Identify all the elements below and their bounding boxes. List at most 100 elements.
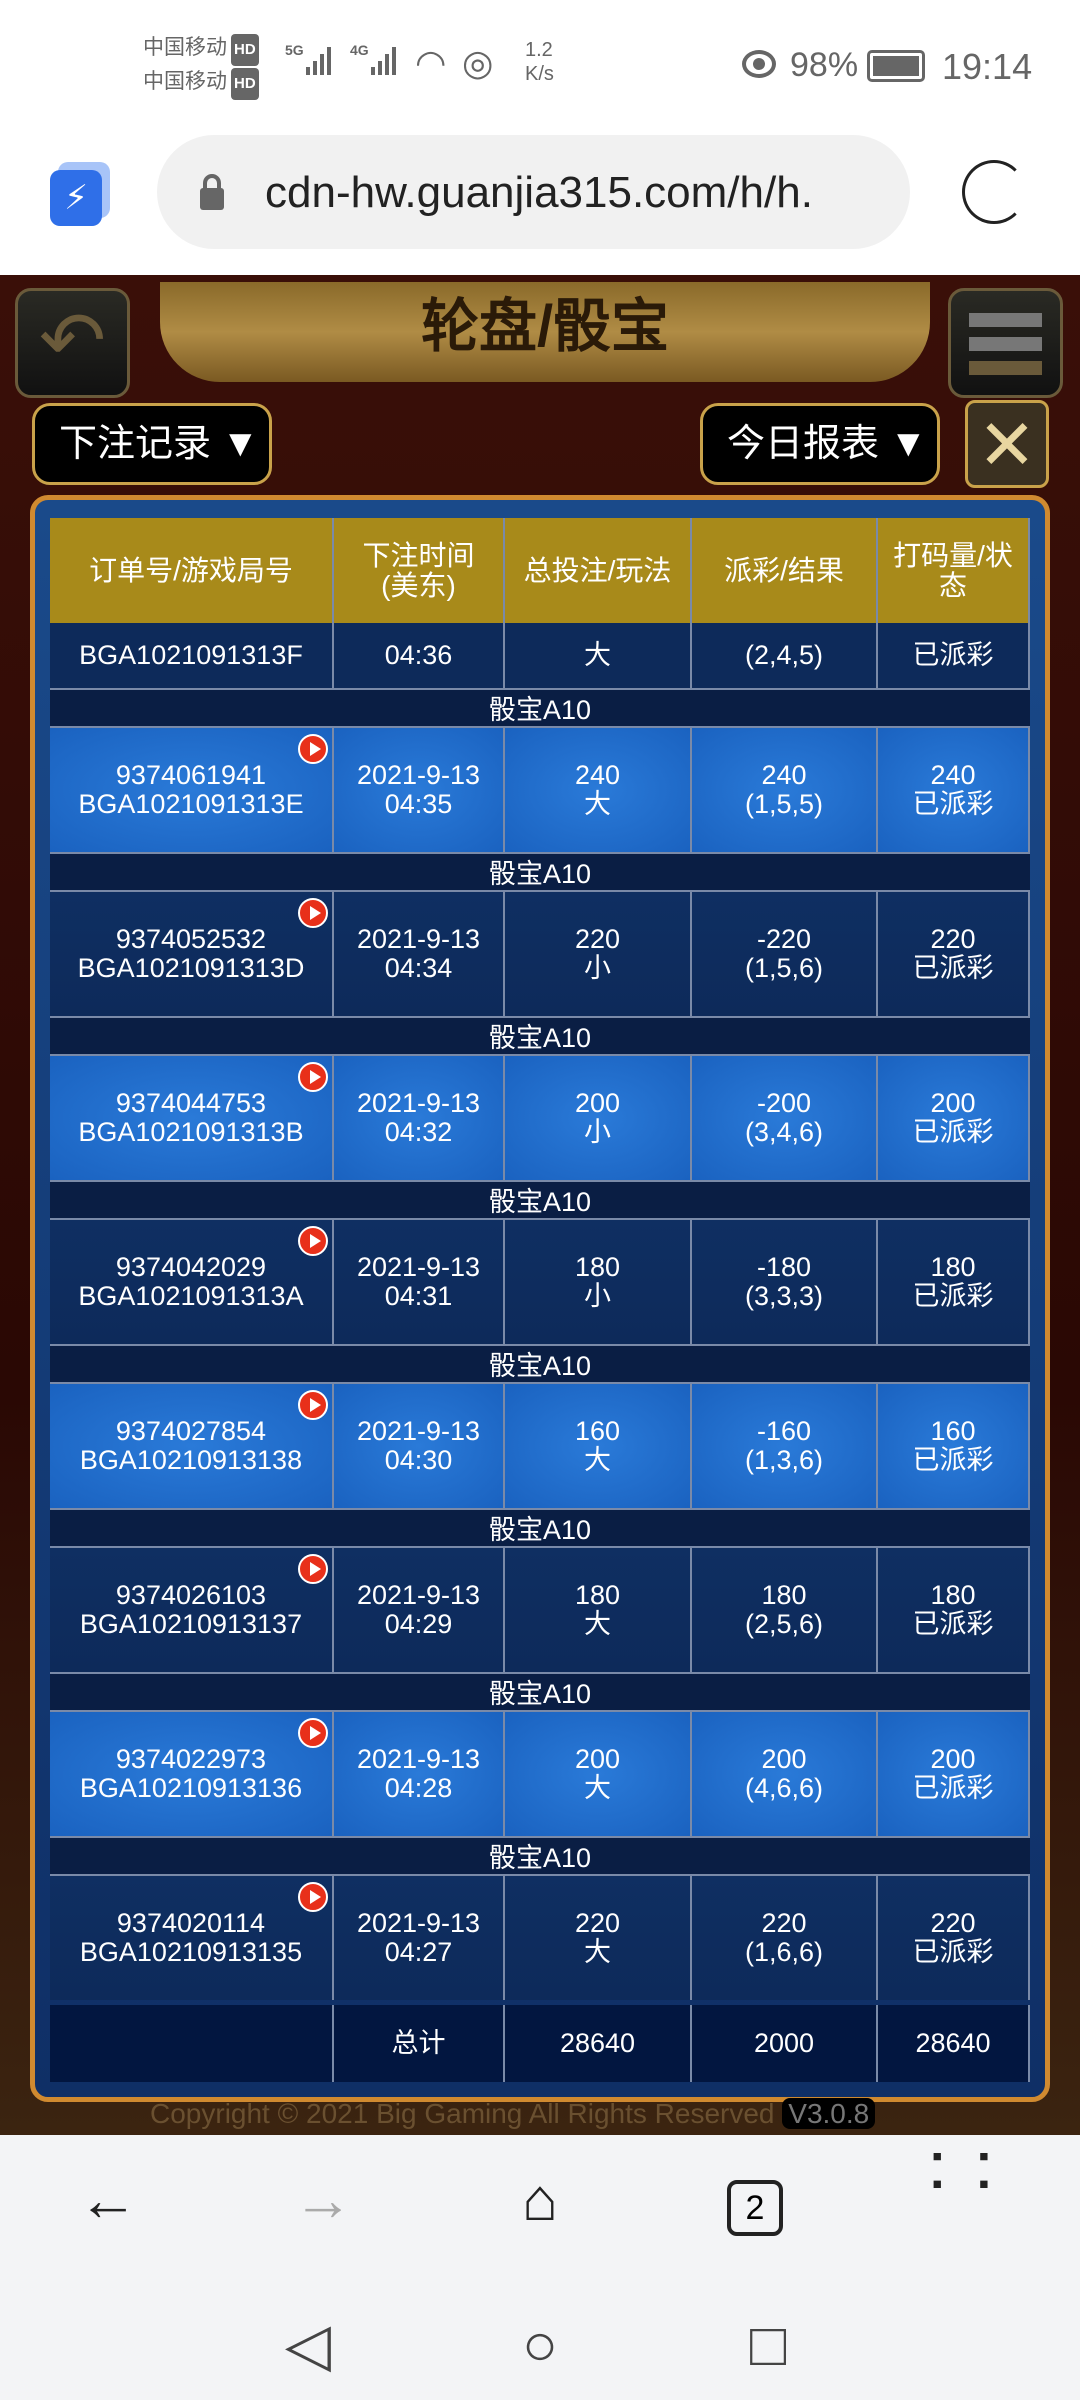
table-cell: 180 已派彩: [878, 1220, 1030, 1344]
status-bar: 中国移动 HD 中国移动 HD 5G 4G ◠ ◎ 1.2 K/s 98% 19:1…: [0, 0, 1080, 130]
signal-icon: [306, 45, 331, 75]
table-cell: 160 已派彩: [878, 1384, 1030, 1508]
table-cell: 2021-9-13 04:31: [334, 1220, 505, 1344]
tabs-button[interactable]: 2: [727, 2180, 783, 2236]
table-cell: 220 已派彩: [878, 892, 1030, 1016]
browser-toolbar: ← → ⌂ 2 ⠅⠅: [0, 2135, 1080, 2300]
table-cell: 9374022973 BGA10210913136: [50, 1712, 334, 1836]
table-cell: 160 大: [505, 1384, 692, 1508]
game-label-row: 骰宝A10: [50, 1344, 1030, 1384]
total-cell: [50, 2005, 334, 2082]
table-cell: 2021-9-13 04:27: [334, 1876, 505, 2000]
play-replay-icon[interactable]: [298, 1882, 328, 1912]
nav-home-icon[interactable]: ○: [521, 2311, 559, 2378]
game-label-row: 骰宝A10: [50, 1508, 1030, 1548]
table-cell: 180 已派彩: [878, 1548, 1030, 1672]
table-cell: 9374042029 BGA1021091313A: [50, 1220, 334, 1344]
column-header: 派彩/结果: [692, 518, 878, 623]
table-cell: 04:36: [334, 623, 505, 688]
5g-label: 5G: [285, 42, 304, 58]
table-cell: 2021-9-13 04:35: [334, 728, 505, 852]
game-label-row: 骰宝A10: [50, 1016, 1030, 1056]
play-replay-icon[interactable]: [298, 1390, 328, 1420]
wifi-icon: ◠: [415, 42, 447, 83]
table-cell: -200 (3,4,6): [692, 1056, 878, 1180]
table-cell: 220 已派彩: [878, 1876, 1030, 2000]
table-cell: 9374044753 BGA1021091313B: [50, 1056, 334, 1180]
table-cell: 220 (1,6,6): [692, 1876, 878, 2000]
nav-back-icon[interactable]: ◁: [284, 2311, 332, 2378]
table-cell: 220 小: [505, 892, 692, 1016]
play-replay-icon[interactable]: [298, 1062, 328, 1092]
version-badge: V3.0.8: [782, 2098, 876, 2129]
table-cell: -160 (1,3,6): [692, 1384, 878, 1508]
play-replay-icon[interactable]: [298, 898, 328, 928]
carrier-2: 中国移动: [143, 70, 227, 93]
signal-icon: [371, 45, 396, 75]
table-cell: -220 (1,5,6): [692, 892, 878, 1016]
reload-icon[interactable]: [962, 160, 1026, 224]
play-replay-icon[interactable]: [298, 1554, 328, 1584]
game-label-row: 骰宝A10: [50, 688, 1030, 728]
back-arrow-icon: ↶: [38, 296, 107, 385]
copyright: Copyright © 2021 Big Gaming All Rights R…: [150, 2098, 950, 2130]
url-text[interactable]: cdn-hw.guanjia315.com/h/h.: [265, 168, 813, 217]
table-cell: 200 已派彩: [878, 1712, 1030, 1836]
table-cell: 大: [505, 623, 692, 688]
table-cell: 200 小: [505, 1056, 692, 1180]
more-icon[interactable]: ⠅⠅: [926, 2147, 1020, 2203]
table-cell: 180 小: [505, 1220, 692, 1344]
table-cell: 200 (4,6,6): [692, 1712, 878, 1836]
system-nav-bar: ◁ ○ □: [0, 2300, 1080, 2400]
bet-record-dropdown[interactable]: 下注记录 ▼: [32, 403, 272, 485]
table-cell: 200 大: [505, 1712, 692, 1836]
table-cell: 180 (2,5,6): [692, 1548, 878, 1672]
nav-recents-icon[interactable]: □: [749, 2311, 787, 2378]
table-cell: 9374027854 BGA10210913138: [50, 1384, 334, 1508]
battery-percent: 98%: [790, 46, 859, 84]
table-cell: 9374052532 BGA1021091313D: [50, 892, 334, 1016]
game-label-row: 骰宝A10: [50, 1836, 1030, 1876]
table-cell: 2021-9-13 04:34: [334, 892, 505, 1016]
close-button[interactable]: ✕: [965, 400, 1049, 488]
total-cell: 28640: [878, 2005, 1030, 2082]
table-cell: 2021-9-13 04:32: [334, 1056, 505, 1180]
close-icon: ✕: [977, 406, 1037, 484]
table-cell: 180 大: [505, 1548, 692, 1672]
eye-comfort-icon: [742, 50, 776, 78]
table-cell: 9374026103 BGA10210913137: [50, 1548, 334, 1672]
battery-icon: [867, 50, 925, 82]
table-cell: BGA1021091313F: [50, 623, 334, 688]
table-cell: 已派彩: [878, 623, 1030, 688]
table-cell: 240 已派彩: [878, 728, 1030, 852]
play-replay-icon[interactable]: [298, 1718, 328, 1748]
table-cell: 2021-9-13 04:29: [334, 1548, 505, 1672]
game-label-row: 骰宝A10: [50, 1672, 1030, 1712]
address-bar[interactable]: [157, 135, 910, 249]
4g-label: 4G: [350, 42, 369, 58]
total-cell: 28640: [505, 2005, 692, 2082]
column-header: 打码量/状 态: [878, 518, 1030, 623]
table-cell: 2021-9-13 04:28: [334, 1712, 505, 1836]
column-header: 总投注/玩法: [505, 518, 692, 623]
forward-icon[interactable]: →: [293, 2166, 353, 2233]
back-icon[interactable]: ←: [78, 2166, 138, 2233]
total-cell: 2000: [692, 2005, 878, 2082]
play-replay-icon[interactable]: [298, 734, 328, 764]
table-cell: (2,4,5): [692, 623, 878, 688]
column-header: 订单号/游戏局号: [50, 518, 334, 623]
page-title: 轮盘/骰宝: [160, 282, 930, 382]
today-report-dropdown[interactable]: 今日报表 ▼: [700, 403, 940, 485]
table-cell: 9374020114 BGA10210913135: [50, 1876, 334, 2000]
game-label-row: 骰宝A10: [50, 852, 1030, 892]
clock: 19:14: [942, 46, 1033, 87]
hotspot-icon: ◎: [462, 42, 494, 83]
table-cell: 240 (1,5,5): [692, 728, 878, 852]
play-replay-icon[interactable]: [298, 1226, 328, 1256]
home-icon[interactable]: ⌂: [521, 2166, 559, 2233]
lightning-icon[interactable]: ⚡: [50, 170, 102, 226]
back-button[interactable]: ↶: [15, 288, 130, 398]
hamburger-icon: [969, 313, 1042, 375]
menu-button[interactable]: [948, 288, 1063, 398]
lock-icon: [200, 174, 224, 210]
